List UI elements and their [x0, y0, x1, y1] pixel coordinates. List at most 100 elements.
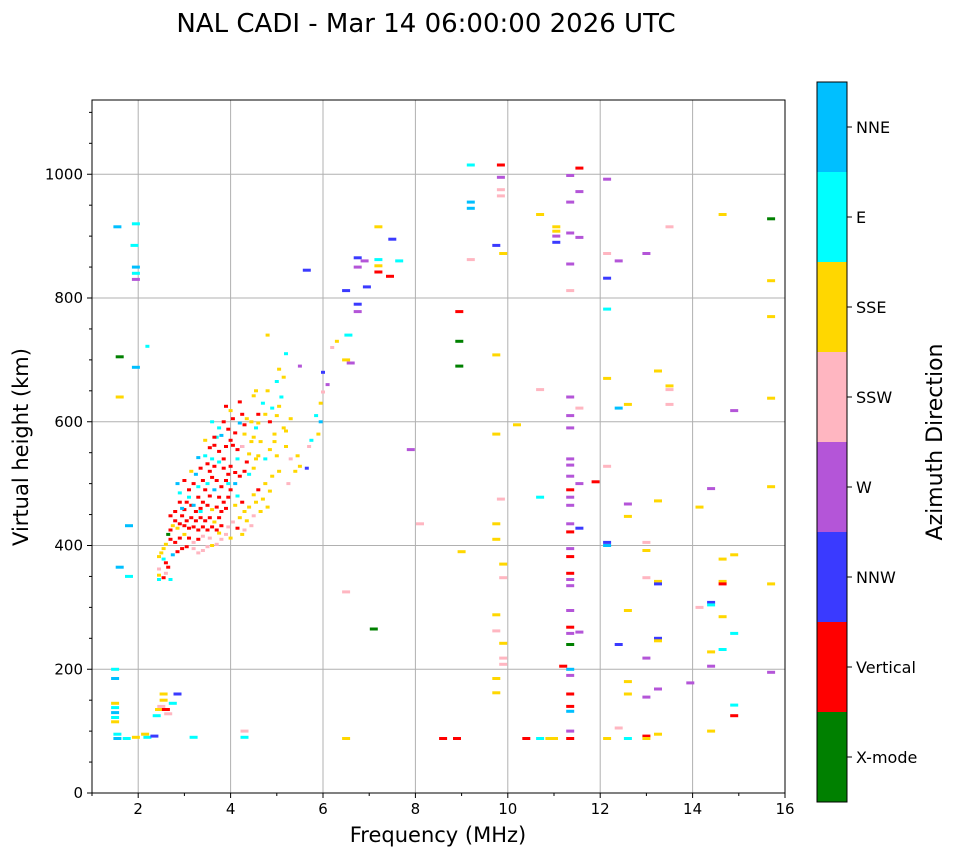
data-point-sse — [251, 466, 256, 470]
data-point-vertical — [207, 494, 212, 498]
data-point-sse — [170, 524, 175, 528]
data-point-ssw — [575, 406, 584, 410]
data-point-nne — [603, 544, 612, 547]
data-point-vertical — [212, 435, 217, 439]
data-point-w — [406, 448, 415, 452]
data-point-w — [730, 409, 739, 413]
data-point-w — [566, 457, 575, 461]
data-point-sse — [654, 639, 662, 643]
data-point-sse — [767, 396, 776, 400]
data-point-ssw — [496, 194, 505, 198]
data-point-sse — [695, 505, 704, 509]
data-point-nne — [566, 667, 575, 671]
data-point-e — [122, 737, 131, 740]
data-point-ssw — [240, 729, 249, 733]
data-point-w — [297, 364, 302, 368]
data-point-e — [374, 258, 383, 262]
data-point-e — [177, 491, 182, 495]
data-point-w — [566, 609, 575, 612]
data-point-ssw — [496, 188, 505, 192]
data-point-vertical — [175, 550, 180, 554]
data-point-e — [111, 716, 120, 719]
data-point-vertical — [566, 571, 575, 575]
data-point-e — [240, 735, 249, 739]
data-point-ssw — [200, 534, 205, 538]
colorbar-segment-ssw — [817, 352, 847, 442]
colorbar-segment-sse — [817, 262, 847, 352]
data-point-sse — [603, 376, 612, 380]
data-point-sse — [258, 440, 263, 444]
data-point-sse — [281, 375, 286, 379]
x-tick-label: 4 — [226, 800, 236, 818]
data-point-vertical — [230, 443, 235, 447]
data-point-vertical — [566, 530, 575, 534]
data-point-sse — [499, 641, 508, 645]
data-point-vertical — [210, 475, 215, 479]
data-point-e — [707, 603, 716, 607]
data-point-e — [113, 732, 122, 736]
azimuth-colorbar: X-mode Vertical NNW W SSW SSE E NNE — [816, 81, 917, 803]
data-point-sse — [654, 579, 662, 583]
data-point-vertical — [198, 466, 203, 470]
colorbar-segment-vertical — [817, 622, 847, 712]
data-point-vertical — [205, 503, 210, 507]
data-point-sse — [623, 402, 632, 406]
data-point-ssw — [499, 656, 508, 660]
data-point-e — [111, 667, 120, 671]
data-point-sse — [492, 432, 501, 436]
data-point-vertical — [228, 438, 233, 442]
data-point-e — [279, 395, 284, 399]
data-point-sse — [550, 737, 558, 740]
data-point-w — [566, 200, 575, 204]
data-point-vertical — [207, 516, 212, 520]
data-point-e — [309, 438, 314, 442]
data-point-vertical — [374, 270, 383, 274]
data-point-nnw — [150, 734, 159, 738]
data-point-w — [566, 231, 575, 235]
data-point-ssw — [242, 528, 247, 532]
data-point-e — [210, 457, 215, 461]
data-point-vertical — [496, 163, 505, 167]
data-point-sse — [767, 279, 776, 283]
data-point-sse — [316, 432, 321, 436]
data-point-vertical — [256, 412, 261, 416]
data-point-e — [217, 460, 222, 464]
data-point-sse — [265, 505, 270, 509]
data-point-ssw — [536, 388, 545, 392]
data-point-nnw — [603, 540, 612, 544]
data-point-sse — [623, 692, 632, 696]
data-point-e — [235, 457, 240, 461]
data-point-nne — [466, 200, 475, 204]
data-point-vertical — [591, 480, 600, 484]
axis-ticks: 2 4 6 8 10 12 14 16 0 200 400 600 800 1000 — [45, 111, 795, 818]
data-point-vertical — [168, 528, 173, 532]
data-point-sse — [267, 489, 272, 493]
data-point-w — [614, 259, 623, 263]
data-point-sse — [623, 514, 632, 518]
data-point-w — [654, 687, 662, 691]
data-point-nne — [131, 365, 140, 369]
data-point-sse — [767, 485, 776, 489]
data-point-ssw — [240, 445, 245, 448]
data-point-vertical — [730, 714, 739, 718]
data-point-w — [566, 174, 575, 177]
data-point-vertical — [230, 417, 235, 421]
data-point-nne — [193, 472, 198, 476]
data-point-e — [466, 163, 475, 167]
x-tick-label: 2 — [133, 800, 143, 818]
data-point-vertical — [233, 431, 238, 435]
data-point-e — [214, 435, 219, 439]
data-point-vertical — [210, 525, 215, 529]
data-point-vertical — [566, 737, 575, 740]
data-point-vertical — [224, 404, 228, 408]
data-point-ssw — [416, 522, 424, 526]
data-point-sse — [228, 536, 233, 540]
data-point-vertical — [207, 469, 212, 473]
data-point-nnw — [388, 237, 397, 241]
data-point-nnw — [707, 600, 716, 604]
y-tick-label: 200 — [54, 660, 83, 678]
data-point-w — [575, 190, 584, 194]
data-point-nnw — [492, 243, 501, 247]
data-point-vertical — [237, 474, 242, 478]
data-point-sse — [297, 464, 302, 468]
